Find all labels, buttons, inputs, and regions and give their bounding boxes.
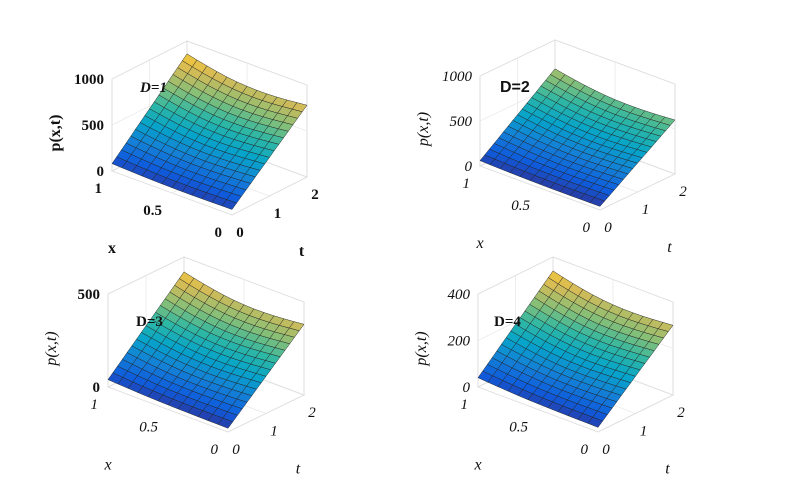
z-tick-label: 500 bbox=[78, 287, 101, 303]
z-tick-label: 1000 bbox=[442, 69, 473, 85]
t-tick-label: 2 bbox=[311, 187, 319, 203]
t-tick-label: 1 bbox=[642, 202, 650, 218]
surface-facet bbox=[217, 417, 234, 429]
x-axis-label: x bbox=[108, 240, 116, 257]
t-axis-label: t bbox=[296, 461, 301, 478]
x-tick-label: 1 bbox=[95, 181, 103, 197]
surface-mesh bbox=[477, 270, 674, 428]
surface-facet bbox=[589, 197, 605, 207]
t-tick-label: 1 bbox=[274, 206, 282, 222]
z-axis-label: p(x,t) bbox=[47, 115, 64, 152]
t-tick-label: 1 bbox=[640, 424, 648, 440]
x-tick-label: 1 bbox=[91, 397, 99, 413]
z-tick-label: 400 bbox=[448, 287, 471, 303]
z-tick-label: 500 bbox=[450, 114, 473, 130]
z-tick-label: 0 bbox=[463, 380, 471, 396]
x-tick-label: 0 bbox=[211, 442, 219, 458]
surface-mesh bbox=[107, 271, 305, 429]
x-tick-label: 0 bbox=[215, 225, 223, 241]
z-tick-label: 0 bbox=[97, 164, 105, 180]
x-tick-label: 0 bbox=[583, 220, 591, 236]
z-tick-label: 0 bbox=[93, 380, 101, 396]
z-axis-label: p(x,t) bbox=[413, 331, 430, 366]
z-axis-label: p(x,t) bbox=[43, 331, 60, 366]
z-gridline bbox=[479, 39, 676, 85]
x-tick-label: 0.5 bbox=[509, 420, 528, 436]
x-tick-label: 1 bbox=[461, 397, 469, 413]
z-tick-label: 500 bbox=[82, 118, 105, 134]
t-tick-label: 0 bbox=[232, 442, 240, 458]
t-axis-label: t bbox=[299, 243, 305, 260]
x-axis-label: x bbox=[473, 457, 481, 474]
x-tick-label: 0.5 bbox=[139, 420, 158, 436]
surface-mesh bbox=[479, 68, 676, 207]
x-gridline bbox=[599, 84, 676, 211]
panel-title: D=3 bbox=[136, 314, 163, 330]
surface-facet bbox=[587, 416, 603, 428]
z-axis-label: p(x,t) bbox=[415, 112, 432, 147]
z-tick-label: 1000 bbox=[74, 72, 104, 88]
x-tick-label: 0 bbox=[581, 442, 589, 458]
panel-title: D=2 bbox=[500, 79, 530, 96]
t-tick-label: 0 bbox=[236, 225, 244, 241]
x-axis-label: x bbox=[475, 235, 483, 252]
surface-mesh bbox=[111, 53, 308, 210]
x-axis-label: x bbox=[103, 457, 111, 474]
x-tick-label: 1 bbox=[463, 176, 471, 192]
z-tick-label: 0 bbox=[465, 159, 473, 175]
t-axis-label: t bbox=[665, 461, 670, 478]
t-tick-label: 2 bbox=[308, 405, 316, 421]
panel-title: D=4 bbox=[494, 314, 521, 330]
x-gridline bbox=[597, 302, 674, 433]
t-tick-label: 1 bbox=[270, 424, 278, 440]
panel-title: D=1 bbox=[139, 80, 167, 96]
t-tick-label: 2 bbox=[679, 184, 687, 200]
t-axis-label: t bbox=[667, 239, 672, 256]
x-gridline bbox=[231, 85, 308, 216]
t-tick-label: 0 bbox=[602, 442, 610, 458]
surface-facet bbox=[221, 199, 237, 210]
x-gridline bbox=[227, 302, 305, 433]
z-tick-label: 200 bbox=[448, 334, 471, 350]
t-tick-label: 2 bbox=[677, 405, 685, 421]
x-tick-label: 0.5 bbox=[143, 203, 162, 219]
t-tick-label: 0 bbox=[604, 220, 612, 236]
x-tick-label: 0.5 bbox=[511, 198, 530, 214]
